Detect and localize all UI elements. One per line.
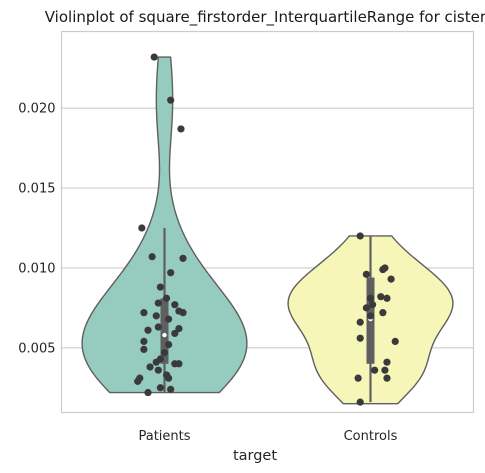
data-point [356,318,364,326]
data-point [354,374,362,382]
data-point [167,385,175,393]
data-point [179,254,187,262]
data-point [146,363,154,371]
data-point [140,345,148,353]
data-point [362,304,370,312]
data-point [144,326,152,334]
data-point [371,366,379,374]
data-point [175,360,183,368]
data-point [165,315,173,323]
data-point [175,325,183,333]
strip-points [134,53,399,406]
data-point [381,366,389,374]
data-point [154,299,162,307]
data-point [138,224,146,232]
chart-title: Violinplot of square_firstorder_Interqua… [45,8,485,27]
x-axis-ticks: Patients Controls [138,429,397,444]
violin-layer [81,56,454,405]
data-point [383,374,391,382]
data-point [366,294,375,302]
data-point [383,358,391,366]
data-point [167,96,175,104]
data-point [165,374,173,382]
x-tick-label: Patients [138,429,190,444]
data-point [148,253,156,261]
data-point [144,388,152,397]
data-point [150,53,158,61]
data-point [160,348,169,357]
data-point [179,309,187,317]
data-point [379,309,387,317]
y-tick-label: 0.020 [18,102,55,117]
data-point [171,301,179,309]
data-point [356,334,364,342]
data-point [379,265,387,274]
data-point [377,293,385,301]
y-axis-ticks: 0.005 0.010 0.015 0.020 [18,102,55,357]
y-tick-label: 0.015 [18,182,55,197]
data-point [177,125,185,133]
y-tick-label: 0.005 [18,341,55,356]
iqr-box [160,298,169,364]
data-point [356,232,364,240]
data-point [154,366,162,374]
data-point [134,377,142,385]
data-point [356,398,364,406]
data-point [156,283,164,291]
data-point [152,312,160,320]
data-point [391,337,399,346]
data-point [140,309,148,317]
data-point [162,294,171,302]
data-point [362,270,370,278]
x-tick-label: Controls [344,429,398,444]
data-point [171,329,179,338]
data-point [387,275,395,283]
data-point [167,269,175,277]
y-tick-label: 0.010 [18,261,55,276]
data-point [366,312,375,320]
data-point [154,323,162,331]
data-point [140,337,148,346]
data-point [156,384,164,392]
x-axis-label: target [233,448,277,464]
violin-patients [81,56,248,394]
data-point [383,294,391,302]
median-marker [162,332,167,338]
data-point [368,301,377,309]
data-point [165,341,173,349]
data-point [152,358,160,366]
plot-frame [60,30,475,414]
